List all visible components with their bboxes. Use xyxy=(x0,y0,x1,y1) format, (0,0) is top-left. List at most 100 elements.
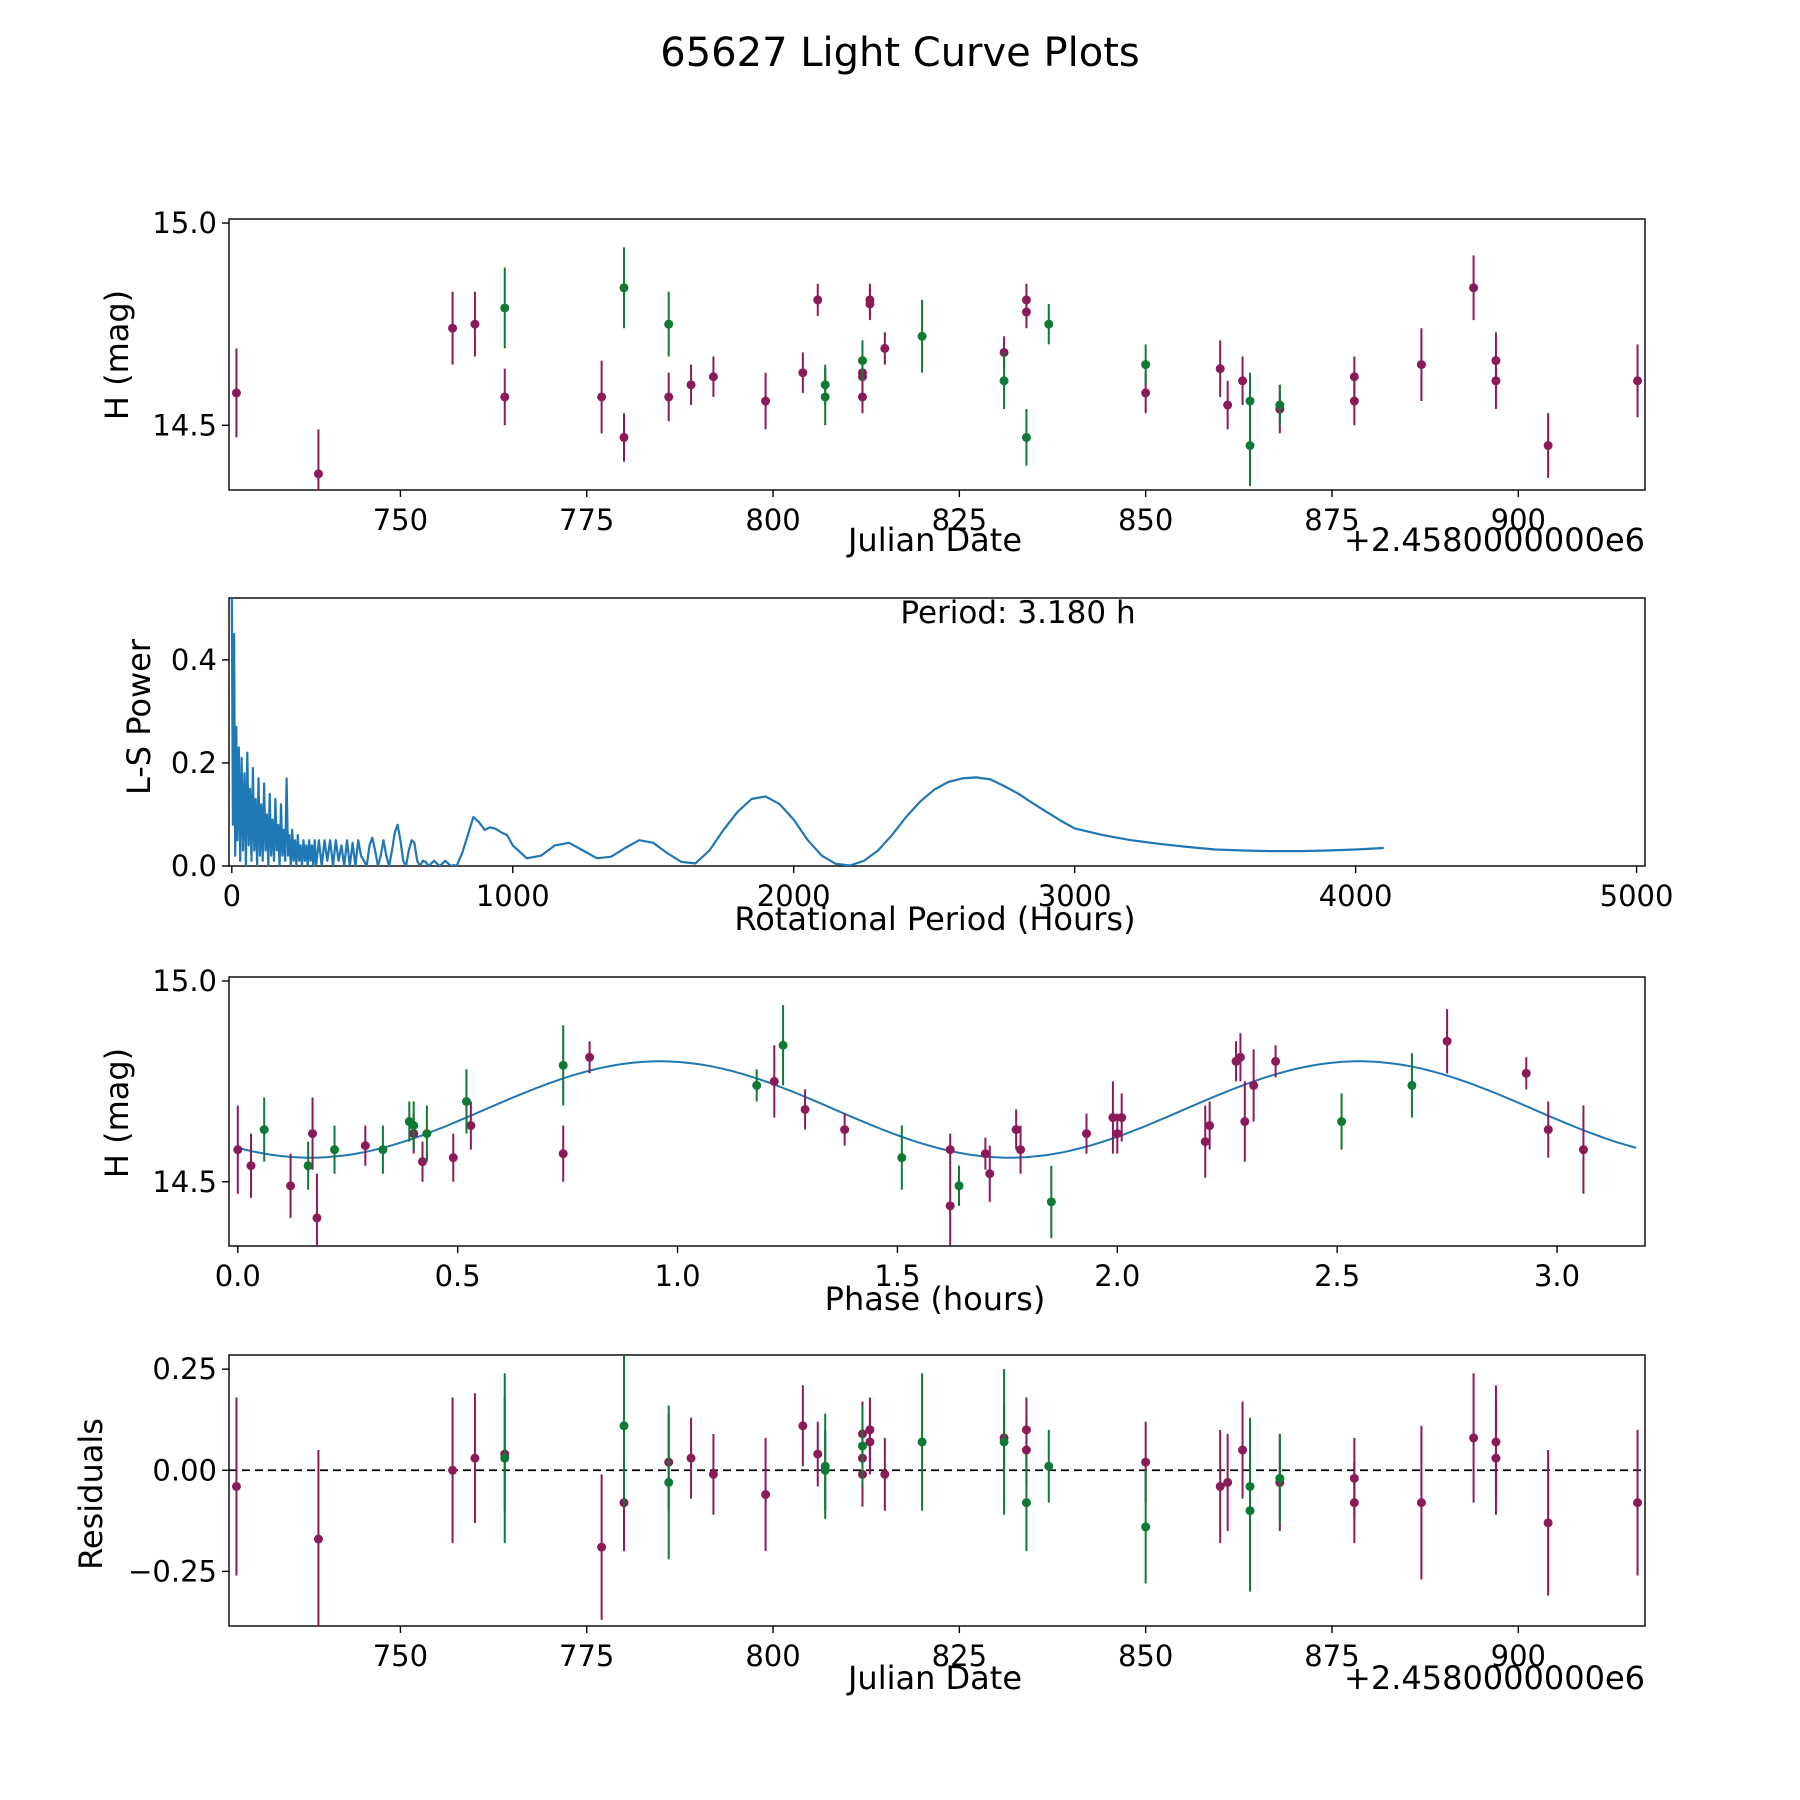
lightcurve-offset-label: +2.4580000000e6 xyxy=(1344,521,1645,559)
lightcurve-band_b-point xyxy=(1044,319,1054,329)
lightcurve-band_a-point xyxy=(880,343,890,353)
lightcurve-band_a-point xyxy=(708,372,718,382)
phased-band_a-point xyxy=(840,1125,850,1135)
lightcurve-x-tick-label: 800 xyxy=(745,503,800,537)
lightcurve-band_a-point xyxy=(313,469,323,479)
residuals-band_a-point xyxy=(1633,1498,1643,1508)
lightcurve-band_a-point xyxy=(470,319,480,329)
periodogram-y-tick-label: 0.2 xyxy=(171,746,217,780)
residuals-band_a-point xyxy=(1215,1481,1225,1491)
residuals-offset-label: +2.4580000000e6 xyxy=(1344,1659,1645,1697)
lightcurve-band_b-point xyxy=(1021,432,1031,442)
periodogram-x-tick-label: 1000 xyxy=(476,879,550,913)
residuals-band_b-point xyxy=(664,1477,674,1487)
lightcurve-y-label: H (mag) xyxy=(98,290,136,420)
periodogram-y-tick-label: 0.4 xyxy=(171,643,217,677)
residuals-x-tick-label: 825 xyxy=(932,1639,987,1673)
residuals-band_b-point xyxy=(1044,1461,1054,1471)
phased-band_b-point xyxy=(330,1145,340,1155)
phased-band_a-point xyxy=(985,1169,995,1179)
residuals-band_a-point xyxy=(1238,1445,1248,1455)
residuals-plot-frame xyxy=(228,1354,1646,1627)
phased-band_b-point xyxy=(558,1060,568,1070)
phased-x-tick-label: 1.0 xyxy=(654,1259,700,1293)
phased-model-curve xyxy=(237,1060,1637,1159)
lightcurve-band_a-point xyxy=(1141,388,1151,398)
lightcurve-y-tick-label: 14.5 xyxy=(152,408,217,442)
lightcurve-band_a-point xyxy=(865,295,875,305)
phased-band_b-point xyxy=(778,1040,788,1050)
residuals-x-tick-label: 900 xyxy=(1491,1639,1546,1673)
residuals-band_a-point xyxy=(1021,1445,1031,1455)
residuals-band_a-point xyxy=(1223,1477,1233,1487)
residuals-band_b-point xyxy=(1275,1473,1285,1483)
phased-band_a-point xyxy=(466,1121,476,1131)
phased-band_a-point xyxy=(1117,1113,1127,1123)
residuals-band_a-point xyxy=(1349,1498,1359,1508)
periodogram-panel: Rotational Period (Hours) L-S Power Peri… xyxy=(120,595,1673,938)
phased-band_b-point xyxy=(954,1181,964,1191)
residuals-band_b-point xyxy=(619,1421,629,1431)
phased-band_a-point xyxy=(1082,1129,1092,1139)
periodogram-x-label: Rotational Period (Hours) xyxy=(734,900,1135,938)
phased-band_a-point xyxy=(1011,1125,1021,1135)
residuals-band_a-point xyxy=(813,1449,823,1459)
lightcurve-band_a-point xyxy=(1349,396,1359,406)
residuals-band_a-point xyxy=(313,1534,323,1544)
lightcurve-band_a-point xyxy=(1469,283,1479,293)
lightcurve-band_a-point xyxy=(619,432,629,442)
residuals-band_a-point xyxy=(1469,1433,1479,1443)
residuals-band_a-point xyxy=(470,1453,480,1463)
phased-band_b-point xyxy=(303,1161,313,1171)
residuals-y-tick-label: 0.25 xyxy=(152,1352,217,1386)
residuals-band_a-point xyxy=(880,1469,890,1479)
lightcurve-band_a-point xyxy=(1633,376,1643,386)
lightcurve-band_b-point xyxy=(1141,360,1151,370)
residuals-x-tick-label: 850 xyxy=(1118,1639,1173,1673)
phased-band_a-point xyxy=(1235,1052,1245,1062)
lightcurve-y-tick-label: 15.0 xyxy=(152,206,217,240)
lightcurve-band_b-point xyxy=(619,283,629,293)
phased-points-layer xyxy=(233,1005,1588,1246)
phased-band_a-point xyxy=(448,1153,458,1163)
periodogram-power-line xyxy=(230,598,1384,866)
residuals-band_b-point xyxy=(500,1453,510,1463)
phased-band_a-point xyxy=(980,1149,990,1159)
figure-title: 65627 Light Curve Plots xyxy=(660,30,1139,76)
lightcurve-band_b-point xyxy=(1275,400,1285,410)
lightcurve-band_a-point xyxy=(597,392,607,402)
lightcurve-band_a-point xyxy=(686,380,696,390)
phased-band_b-point xyxy=(1046,1197,1056,1207)
phased-band_a-point xyxy=(945,1201,955,1211)
phased-band_b-point xyxy=(422,1129,432,1139)
residuals-band_a-point xyxy=(231,1481,241,1491)
lightcurve-band_a-point xyxy=(1021,295,1031,305)
residuals-band_b-point xyxy=(999,1437,1009,1447)
residuals-band_b-point xyxy=(1021,1498,1031,1508)
lightcurve-band_a-point xyxy=(664,392,674,402)
residuals-y-tick-label: 0.00 xyxy=(152,1453,217,1487)
phased-band_b-point xyxy=(1337,1117,1347,1127)
phased-band_a-point xyxy=(1240,1117,1250,1127)
phased-band_a-point xyxy=(1205,1121,1215,1131)
lightcurve-band_a-point xyxy=(761,396,771,406)
lightcurve-band_a-point xyxy=(448,323,458,333)
residuals-band_b-point xyxy=(1141,1522,1151,1532)
phased-x-label: Phase (hours) xyxy=(825,1280,1046,1318)
residuals-band_a-point xyxy=(686,1453,696,1463)
lightcurve-x-tick-label: 775 xyxy=(559,503,614,537)
lightcurve-x-label: Julian Date xyxy=(846,521,1022,559)
phased-band_a-point xyxy=(286,1181,296,1191)
lightcurve-band_b-point xyxy=(1245,396,1255,406)
lightcurve-points-layer xyxy=(231,247,1643,490)
residuals-band_a-point xyxy=(708,1469,718,1479)
phased-band_a-point xyxy=(1271,1056,1281,1066)
residuals-x-label: Julian Date xyxy=(846,1659,1022,1697)
phased-band_a-point xyxy=(246,1161,256,1171)
residuals-x-tick-label: 750 xyxy=(373,1639,428,1673)
residuals-band_b-point xyxy=(820,1461,830,1471)
phased-band_a-point xyxy=(585,1052,595,1062)
residuals-band_a-point xyxy=(1141,1457,1151,1467)
lightcurve-band_a-point xyxy=(1223,400,1233,410)
phased-band_a-point xyxy=(1112,1129,1122,1139)
